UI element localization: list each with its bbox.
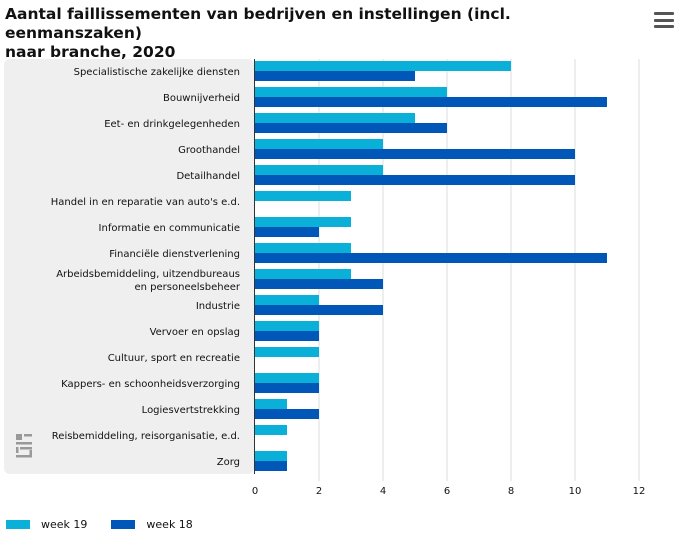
category-label: Vervoer en opslag xyxy=(150,327,240,338)
bar-week-19[interactable] xyxy=(255,451,287,461)
category-label: Financiële dienstverlening xyxy=(109,249,240,260)
bar-week-19[interactable] xyxy=(255,61,511,71)
category-label: Eet- en drinkgelegenheden xyxy=(104,119,240,130)
bar-week-18[interactable] xyxy=(255,97,607,107)
category-label: Kappers- en schoonheidsverzorging xyxy=(61,379,240,390)
category-labels: Specialistische zakelijke diensten Bouwni… xyxy=(51,67,241,468)
bar-week-19[interactable] xyxy=(255,347,319,357)
legend-item-week-18[interactable]: week 18 xyxy=(111,518,193,531)
bar-week-18[interactable] xyxy=(255,71,415,81)
category-label: Cultuur, sport en recreatie xyxy=(108,353,240,364)
bar-week-18[interactable] xyxy=(255,175,575,185)
bar-week-18[interactable] xyxy=(255,149,575,159)
legend-item-week-19[interactable]: week 19 xyxy=(6,518,87,531)
bar-week-19[interactable] xyxy=(255,295,319,305)
category-label: Reisbemiddeling, reisorganisatie, e.d. xyxy=(52,431,240,442)
bar-week-19[interactable] xyxy=(255,217,351,227)
category-label-line: en personeelsbeheer xyxy=(135,282,241,293)
bar-week-19[interactable] xyxy=(255,139,383,149)
legend-swatch-week-19 xyxy=(6,520,30,529)
bar-week-19[interactable] xyxy=(255,113,415,123)
bar-week-19[interactable] xyxy=(255,191,351,201)
bar-week-19[interactable] xyxy=(255,321,319,331)
category-label-line: Arbeidsbemiddeling, uitzendbureaus xyxy=(56,269,240,280)
bar-week-19[interactable] xyxy=(255,243,351,253)
category-label: Groothandel xyxy=(178,145,240,156)
bar-week-18[interactable] xyxy=(255,227,319,237)
bar-week-18[interactable] xyxy=(255,383,319,393)
category-panel xyxy=(4,59,254,474)
x-tick-label: 12 xyxy=(633,486,646,497)
category-label: Informatie en communicatie xyxy=(99,223,240,234)
x-tick-label: 8 xyxy=(508,486,514,497)
bar-week-18[interactable] xyxy=(255,123,447,133)
bar-week-18[interactable] xyxy=(255,305,383,315)
bar-week-19[interactable] xyxy=(255,269,351,279)
menu-bar xyxy=(654,18,674,22)
bar-week-18[interactable] xyxy=(255,409,319,419)
bar-week-18[interactable] xyxy=(255,253,607,263)
bar-week-19[interactable] xyxy=(255,399,287,409)
category-label: Arbeidsbemiddeling, uitzendbureaus en per… xyxy=(56,269,241,293)
category-label: Specialistische zakelijke diensten xyxy=(74,67,240,78)
x-tick-label: 10 xyxy=(569,486,582,497)
chart-title-line-2: naar branche, 2020 xyxy=(5,43,176,61)
x-tick-label: 0 xyxy=(252,486,258,497)
bar-week-19[interactable] xyxy=(255,425,287,435)
category-label: Handel in en reparatie van auto's e.d. xyxy=(51,197,240,208)
legend-label-week-18: week 18 xyxy=(146,518,193,531)
category-label: Bouwnijverheid xyxy=(163,93,240,104)
x-tick-label: 6 xyxy=(444,486,450,497)
bar-week-18[interactable] xyxy=(255,461,287,471)
chart-title: Aantal faillissementen van bedrijven en … xyxy=(5,5,625,62)
x-tick-label: 4 xyxy=(380,486,386,497)
bar-week-18[interactable] xyxy=(255,331,319,341)
chart-title-line-1: Aantal faillissementen van bedrijven en … xyxy=(5,5,511,42)
x-tick-labels: 0 2 4 6 8 10 12 xyxy=(252,486,646,497)
cbs-logo: cbs xyxy=(16,434,32,458)
legend-label-week-19: week 19 xyxy=(41,518,88,531)
legend-swatch-week-18 xyxy=(111,520,136,529)
bar-week-19[interactable] xyxy=(255,87,447,97)
category-label: Detailhandel xyxy=(176,171,240,182)
bar-week-19[interactable] xyxy=(255,373,319,383)
menu-bar xyxy=(654,12,674,15)
category-label: Logiesvertstrekking xyxy=(142,405,240,416)
bar-week-18[interactable] xyxy=(255,279,383,289)
menu-bar xyxy=(654,25,674,28)
legend: week 19 week 18 xyxy=(6,518,217,531)
category-label: Industrie xyxy=(196,301,240,312)
hamburger-menu-icon[interactable] xyxy=(654,12,674,28)
bar-week-19[interactable] xyxy=(255,165,383,175)
category-label: Zorg xyxy=(217,457,240,468)
x-tick-label: 2 xyxy=(316,486,322,497)
bars xyxy=(255,61,607,471)
